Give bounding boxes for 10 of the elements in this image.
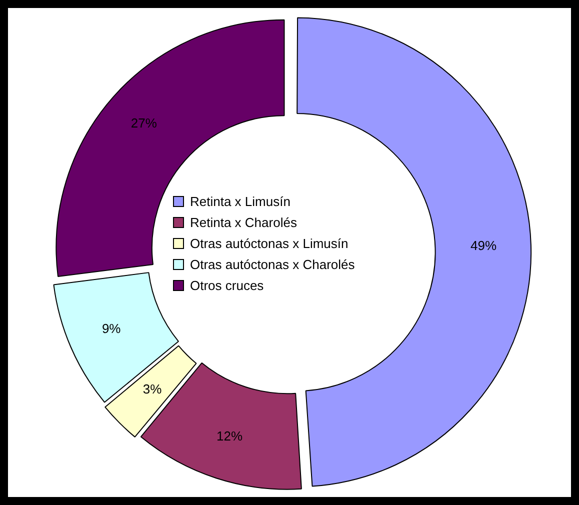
legend-label: Retinta x Limusín (190, 194, 290, 209)
data-label: 9% (102, 321, 122, 336)
data-label: 3% (142, 381, 162, 396)
data-label: 27% (130, 116, 158, 131)
data-label: 49% (470, 238, 497, 253)
data-label: 12% (216, 428, 243, 444)
legend-label: Otras autóctonas x Limusín (190, 236, 348, 251)
legend-label: Retinta x Charolés (190, 215, 297, 230)
legend-label: Otras autóctonas x Charolés (190, 257, 355, 272)
legend-label: Otros cruces (190, 278, 264, 293)
